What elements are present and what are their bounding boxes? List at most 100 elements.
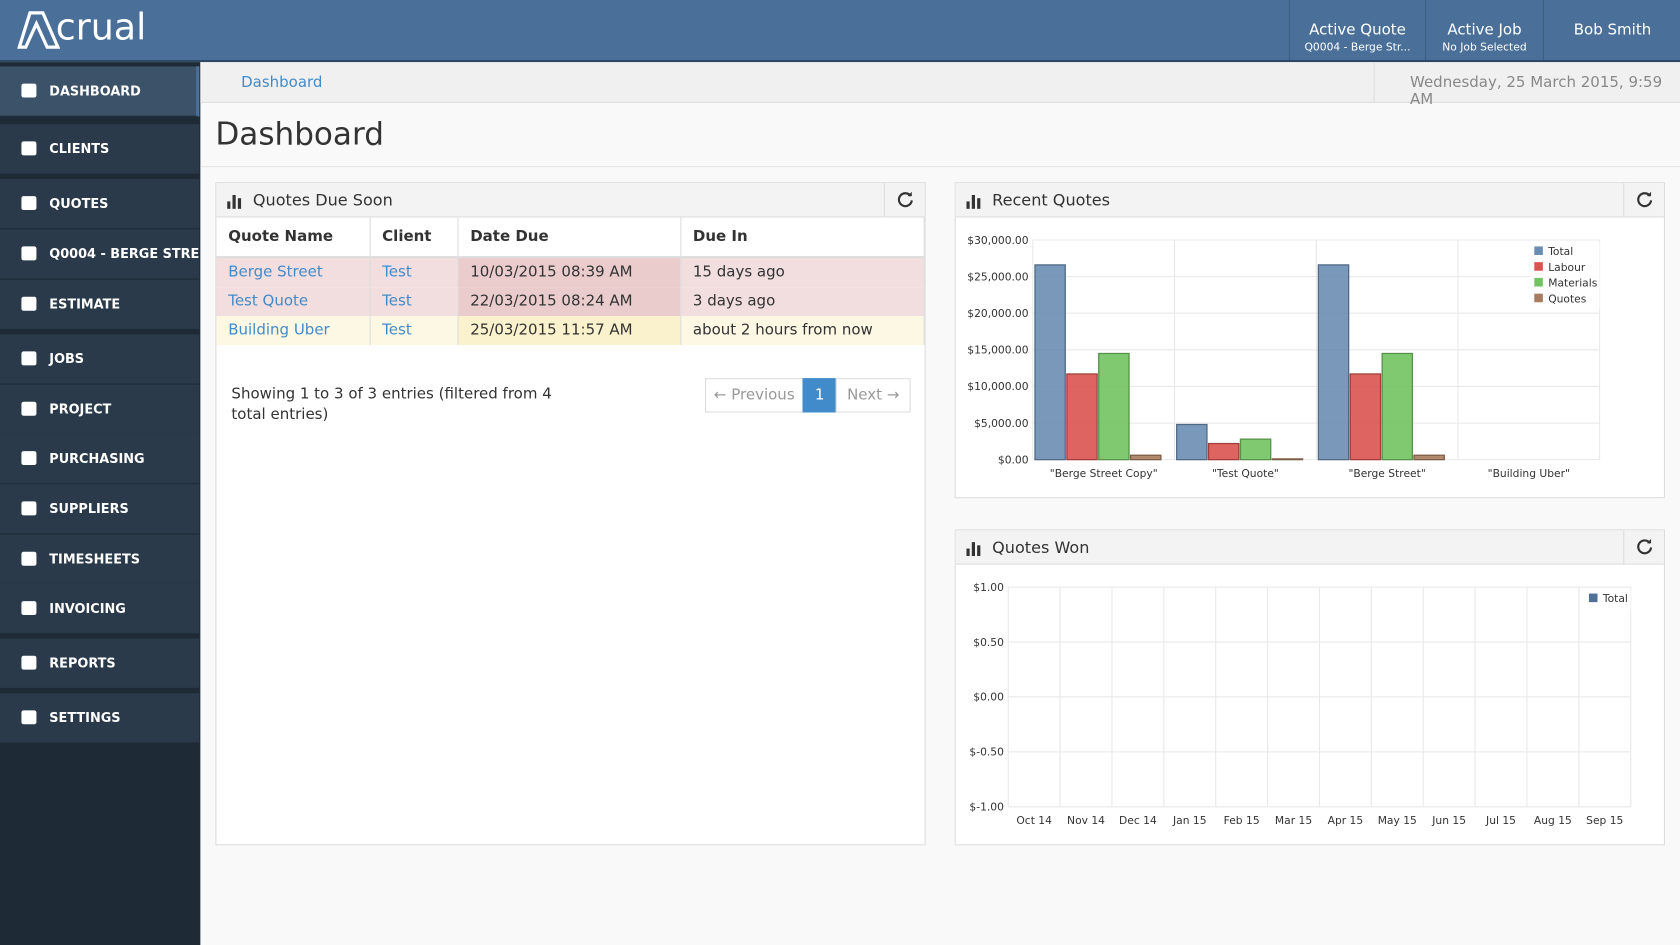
- panel-header: Recent Quotes: [956, 183, 1664, 217]
- page-button[interactable]: 1: [803, 378, 837, 412]
- table-cell: about 2 hours from now: [681, 316, 925, 345]
- user-menu[interactable]: Bob Smith: [1543, 0, 1680, 60]
- nav-item[interactable]: JOBS: [0, 334, 199, 384]
- nav-icon: [21, 351, 36, 365]
- icon-part: [227, 201, 230, 209]
- panel-header: Quotes Won: [956, 530, 1664, 564]
- breadcrumb-bar: Dashboard Wednesday, 25 March 2015, 9:59…: [200, 62, 1680, 103]
- y-tick-label: $25,000.00: [967, 270, 1028, 283]
- bar: [1099, 353, 1129, 459]
- nav-item[interactable]: SETTINGS: [0, 693, 199, 743]
- refresh-button[interactable]: [1623, 183, 1664, 216]
- column-header[interactable]: Due In: [681, 218, 925, 258]
- nav-icon: [21, 552, 36, 566]
- nav-item[interactable]: ESTIMATE: [0, 280, 199, 330]
- next-button[interactable]: Next →: [836, 378, 911, 412]
- nav-label: JOBS: [49, 334, 84, 383]
- x-tick-label: Jul 15: [1485, 814, 1516, 827]
- nav-icon: [21, 141, 36, 155]
- table-cell[interactable]: Berge Street: [216, 257, 369, 287]
- y-tick-label: $0.00: [998, 453, 1029, 466]
- logo[interactable]: crual: [56, 6, 147, 49]
- legend-swatch: [1534, 246, 1543, 255]
- x-tick-label: Aug 15: [1534, 814, 1572, 827]
- x-tick-label: "Building Uber": [1488, 467, 1570, 480]
- nav-item[interactable]: TIMESHEETS: [0, 535, 199, 585]
- nav-item[interactable]: DASHBOARD: [0, 66, 199, 116]
- legend-label: Quotes: [1548, 292, 1587, 305]
- column-header[interactable]: Date Due: [458, 218, 681, 258]
- x-tick-label: Feb 15: [1224, 814, 1260, 827]
- nav-label: ESTIMATE: [49, 280, 120, 329]
- refresh-button[interactable]: [1623, 530, 1664, 563]
- nav-label: PROJECT: [49, 385, 111, 434]
- nav-item[interactable]: SUPPLIERS: [0, 484, 199, 534]
- legend-swatch: [1534, 278, 1543, 287]
- nav-icon: [21, 297, 36, 311]
- table-cell: 15 days ago: [681, 257, 925, 287]
- nav-item[interactable]: Q0004 - BERGE STREET C: [0, 229, 199, 279]
- previous-button[interactable]: ← Previous: [705, 378, 804, 412]
- table-cell[interactable]: Test: [370, 287, 458, 316]
- nav-item[interactable]: REPORTS: [0, 639, 199, 689]
- bar: [1318, 265, 1348, 460]
- y-tick-label: $-1.00: [969, 801, 1004, 814]
- x-tick-label: Apr 15: [1328, 814, 1364, 827]
- nav-item[interactable]: CLIENTS: [0, 124, 199, 174]
- y-tick-label: $0.50: [973, 636, 1004, 649]
- datetime: Wednesday, 25 March 2015, 9:59 AM: [1410, 74, 1680, 108]
- nav-item[interactable]: PURCHASING: [0, 434, 199, 484]
- label: Active Job: [1426, 21, 1543, 38]
- column-header[interactable]: Quote Name: [216, 218, 369, 258]
- refresh-icon: [897, 191, 914, 208]
- x-tick-label: May 15: [1378, 814, 1417, 827]
- active-quote[interactable]: Active QuoteQ0004 - Berge Str...: [1289, 0, 1425, 60]
- nav-item[interactable]: QUOTES: [0, 179, 199, 229]
- x-tick-label: Oct 14: [1016, 814, 1052, 827]
- legend-swatch: [1534, 294, 1543, 303]
- icon-part: [233, 195, 236, 209]
- nav-icon: [21, 246, 36, 260]
- bar: [1350, 374, 1380, 460]
- legend-label: Materials: [1548, 277, 1597, 290]
- refresh-button[interactable]: [884, 183, 925, 216]
- y-tick-label: $30,000.00: [967, 234, 1028, 247]
- x-tick-label: "Berge Street Copy": [1050, 467, 1158, 480]
- table-cell[interactable]: Test: [370, 316, 458, 345]
- table-cell: 22/03/2015 08:24 AM: [458, 287, 681, 316]
- y-tick-label: $10,000.00: [967, 380, 1028, 393]
- nav-label: QUOTES: [49, 179, 108, 228]
- icon-part: [972, 195, 975, 209]
- nav-item[interactable]: INVOICING: [0, 584, 199, 634]
- table-cell[interactable]: Building Uber: [216, 316, 369, 345]
- nav-label: DASHBOARD: [49, 66, 141, 115]
- icon-part: [966, 549, 969, 557]
- bar: [1272, 459, 1302, 460]
- legend-label: Labour: [1548, 261, 1586, 274]
- nav-icon: [21, 402, 36, 416]
- refresh-icon: [1636, 191, 1653, 208]
- active-job[interactable]: Active JobNo Job Selected: [1425, 0, 1543, 60]
- sidebar: DASHBOARD CLIENTS QUOTESQ0004 - BERGE STRE…: [0, 62, 200, 945]
- nav-icon: [21, 501, 36, 515]
- nav-icon: [21, 196, 36, 210]
- table-cell[interactable]: Test Quote: [216, 287, 369, 316]
- bar: [1209, 444, 1239, 460]
- y-tick-label: $15,000.00: [967, 344, 1028, 357]
- x-tick-label: Sep 15: [1586, 814, 1623, 827]
- column-header[interactable]: Client: [370, 218, 458, 258]
- table-cell: 10/03/2015 08:39 AM: [458, 257, 681, 287]
- nav-item[interactable]: PROJECT: [0, 385, 199, 435]
- x-tick-label: Jan 15: [1172, 814, 1207, 827]
- panel-title: Quotes Won: [992, 538, 1089, 557]
- y-tick-label: $-0.50: [969, 746, 1004, 759]
- nav-label: PURCHASING: [49, 434, 144, 483]
- legend-swatch: [1589, 594, 1598, 603]
- nav-icon: [21, 601, 36, 615]
- logo-icon: [17, 11, 60, 50]
- table-cell[interactable]: Test: [370, 257, 458, 287]
- breadcrumb[interactable]: Dashboard: [241, 74, 322, 91]
- chart-panel: Recent Quotes $0.00$5,000.00$10,000.00$1…: [955, 182, 1665, 498]
- chart-panel: Quotes Won $-1.00$-0.50$0.00$0.50$1.00Oc…: [955, 529, 1665, 845]
